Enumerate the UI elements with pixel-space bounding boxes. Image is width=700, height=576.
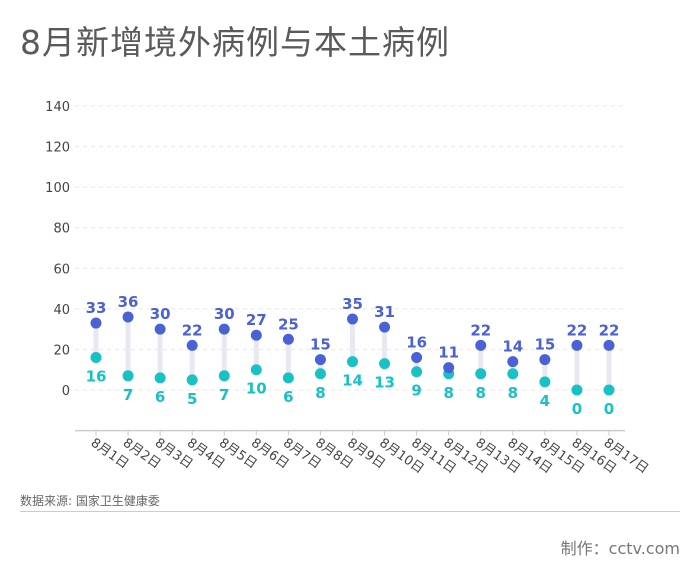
local-point [411, 366, 423, 378]
imported-label: 33 [86, 299, 107, 317]
data-source: 数据来源: 国家卫生健康委 [20, 494, 160, 508]
imported-point [90, 317, 102, 329]
local-label: 0 [604, 400, 614, 418]
imported-point [282, 333, 294, 345]
local-label: 7 [123, 386, 133, 404]
imported-point [539, 354, 551, 366]
imported-label: 15 [310, 336, 331, 354]
imported-label: 16 [406, 334, 427, 352]
imported-point [250, 329, 262, 341]
imported-point [314, 354, 326, 366]
local-point [122, 370, 134, 382]
local-label: 10 [246, 380, 267, 398]
local-label: 8 [443, 384, 453, 402]
local-label: 14 [342, 372, 363, 390]
local-point [475, 368, 487, 380]
local-label: 4 [540, 392, 550, 410]
dumbbell-chart: 02040608010012014033168月1日3678月2日3068月3日… [45, 100, 651, 477]
local-label: 6 [155, 388, 165, 406]
local-point [250, 364, 262, 376]
local-point [90, 352, 102, 364]
imported-point [603, 339, 615, 351]
imported-label: 22 [599, 321, 620, 339]
y-tick-label: 80 [53, 222, 70, 237]
imported-point [443, 362, 455, 374]
imported-label: 30 [150, 305, 171, 323]
imported-label: 27 [246, 311, 267, 329]
imported-point [571, 339, 583, 351]
imported-point [379, 321, 391, 333]
y-tick-label: 20 [53, 343, 70, 358]
local-label: 13 [374, 374, 395, 392]
local-point [603, 384, 615, 396]
local-label: 0 [572, 400, 582, 418]
y-tick-label: 60 [53, 262, 70, 277]
imported-label: 11 [438, 344, 459, 362]
local-label: 8 [508, 384, 518, 402]
y-tick-label: 120 [45, 141, 70, 156]
imported-point [122, 311, 134, 323]
local-label: 8 [315, 384, 325, 402]
imported-label: 22 [567, 321, 588, 339]
imported-point [347, 313, 358, 325]
local-label: 9 [411, 382, 421, 400]
local-point [154, 372, 166, 384]
local-label: 7 [219, 386, 229, 404]
local-point [539, 376, 551, 388]
chart-title: 8月新增境外病例与本土病例 [20, 23, 450, 62]
credit: 制作：cctv.com [560, 539, 680, 558]
y-tick-label: 0 [62, 384, 70, 399]
local-point [379, 358, 391, 370]
imported-label: 36 [118, 293, 139, 311]
local-point [282, 372, 294, 384]
imported-point [411, 352, 423, 364]
imported-label: 31 [374, 303, 395, 321]
local-point [186, 374, 198, 386]
local-point [314, 368, 326, 380]
imported-point [218, 323, 230, 335]
imported-point [186, 339, 198, 351]
divider [20, 511, 680, 512]
imported-label: 14 [502, 338, 523, 356]
local-point [218, 370, 230, 382]
local-label: 5 [187, 390, 197, 408]
imported-label: 25 [278, 315, 299, 333]
local-point [571, 384, 583, 396]
imported-label: 35 [342, 295, 363, 313]
local-label: 8 [476, 384, 486, 402]
y-tick-label: 100 [45, 181, 70, 196]
local-point [507, 368, 519, 380]
y-tick-label: 40 [53, 303, 70, 318]
imported-label: 30 [214, 305, 235, 323]
imported-point [475, 339, 487, 351]
y-tick-label: 140 [45, 100, 70, 115]
imported-label: 22 [470, 321, 491, 339]
local-point [347, 356, 358, 368]
imported-label: 15 [534, 336, 555, 354]
imported-label: 22 [182, 321, 203, 339]
imported-point [507, 356, 519, 368]
local-label: 6 [283, 388, 293, 406]
imported-point [154, 323, 166, 335]
local-label: 16 [86, 368, 107, 386]
